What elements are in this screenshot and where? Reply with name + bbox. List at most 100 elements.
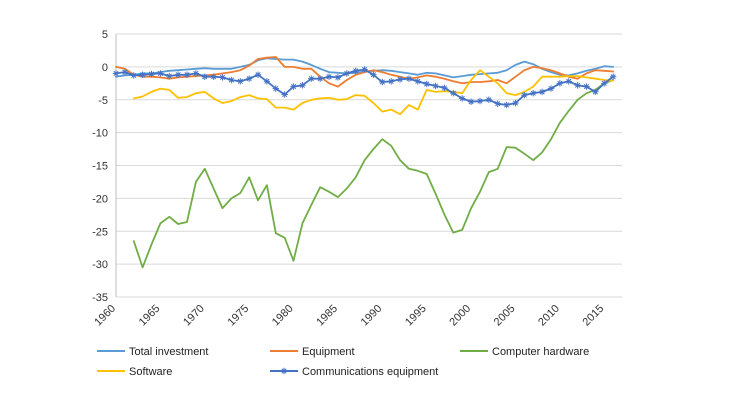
legend-item-equipment: Equipment: [270, 346, 355, 358]
data-point-communications-equipment: [530, 89, 537, 97]
x-tick-label: 2000: [447, 303, 473, 329]
data-point-communications-equipment: [130, 72, 137, 79]
x-tick-label: 2010: [536, 303, 562, 329]
data-point-communications-equipment: [308, 75, 315, 82]
marker-stroke: [211, 74, 217, 80]
marker-stroke: [548, 85, 554, 92]
marker-stroke: [583, 84, 590, 90]
data-point-communications-equipment: [370, 71, 377, 78]
x-tick-label: 1990: [359, 303, 385, 329]
data-point-communications-equipment: [219, 74, 226, 81]
marker-stroke: [441, 85, 448, 91]
marker-stroke: [228, 77, 234, 83]
legend: Total investment Equipment Computer hardwa…: [97, 346, 589, 378]
marker-stroke: [148, 71, 155, 77]
data-point-communications-equipment: [547, 85, 555, 92]
marker-stroke: [575, 82, 581, 88]
data-point-communications-equipment: [521, 91, 528, 99]
marker-stroke: [477, 98, 483, 104]
data-point-communications-equipment: [139, 71, 146, 78]
marker-stroke: [193, 70, 199, 77]
marker-stroke: [353, 68, 359, 74]
marker-stroke: [282, 91, 288, 98]
x-tick-label: 1970: [181, 303, 207, 329]
marker-stroke: [379, 79, 385, 85]
series-line-software: [132, 69, 614, 116]
marker-stroke: [424, 81, 430, 87]
y-tick-label: -35: [92, 292, 108, 304]
data-point-communications-equipment: [325, 73, 333, 80]
marker-stroke: [140, 72, 146, 78]
marker-stroke: [592, 89, 598, 95]
data-point-communications-equipment: [414, 78, 422, 85]
legend-label: Total investment: [129, 346, 208, 358]
data-point-communications-equipment: [272, 85, 279, 92]
y-tick-label: -25: [92, 226, 108, 238]
data-point-communications-equipment: [583, 83, 590, 90]
marker-stroke: [175, 72, 181, 78]
data-point-communications-equipment: [396, 76, 404, 83]
y-tick-label: -30: [92, 259, 108, 271]
marker-stroke: [459, 95, 465, 102]
data-point-communications-equipment: [387, 78, 395, 85]
marker-stroke: [273, 85, 279, 92]
y-tick-label: -15: [92, 161, 108, 173]
marker-stroke: [335, 74, 341, 80]
marker-stroke: [521, 92, 527, 98]
marker-stroke: [113, 70, 119, 77]
legend-label: Communications equipment: [302, 366, 438, 378]
y-tick-label: -5: [98, 95, 108, 107]
marker-stroke: [219, 74, 226, 80]
data-point-communications-equipment: [343, 70, 351, 77]
marker-stroke: [610, 74, 616, 80]
data-point-communications-equipment: [592, 88, 599, 96]
data-point-communications-equipment: [192, 70, 200, 77]
data-point-communications-equipment: [157, 70, 164, 77]
marker-stroke: [255, 72, 261, 78]
data-point-communications-equipment: [299, 82, 306, 89]
y-tick-label: -20: [92, 193, 108, 205]
data-point-communications-equipment: [485, 96, 493, 103]
data-point-communications-equipment: [352, 67, 359, 75]
marker-stroke: [326, 74, 332, 80]
legend-label: Equipment: [302, 346, 355, 358]
y-tick-label: -10: [92, 128, 108, 140]
marker-stroke: [530, 90, 536, 96]
marker-stroke: [450, 90, 456, 96]
marker-stroke: [512, 100, 519, 106]
x-tick-label: 1960: [92, 303, 118, 329]
data-point-communications-equipment: [166, 72, 173, 80]
data-point-communications-equipment: [450, 89, 457, 97]
x-tick-label: 1995: [403, 303, 429, 329]
marker-stroke: [344, 70, 350, 77]
y-tick-label: 5: [102, 29, 108, 41]
data-point-communications-equipment: [512, 99, 519, 107]
marker-stroke: [504, 102, 510, 108]
series-line-computer-hardware: [132, 79, 614, 269]
marker-stroke: [131, 72, 137, 79]
data-point-communications-equipment: [210, 73, 217, 80]
data-point-communications-equipment: [556, 80, 564, 87]
x-tick-label: 1980: [270, 303, 296, 329]
legend-marker: [281, 368, 287, 374]
data-point-communications-equipment: [334, 74, 342, 81]
marker-stroke: [166, 73, 172, 79]
data-point-communications-equipment: [476, 97, 484, 105]
legend-item-software: Software: [97, 366, 172, 378]
series-lines: [112, 56, 617, 269]
marker-stroke: [468, 99, 474, 105]
marker-stroke: [122, 69, 128, 75]
marker-stroke: [406, 76, 412, 82]
marker-stroke: [397, 76, 403, 82]
marker-stroke: [486, 97, 492, 103]
data-point-communications-equipment: [379, 78, 386, 86]
x-tick-label: 1975: [225, 303, 251, 329]
marker-stroke: [432, 83, 439, 89]
legend-item-total-investment: Total investment: [97, 346, 208, 358]
legend-label: Computer hardware: [492, 346, 589, 358]
legend-item-communications-equipment: Communications equipment: [270, 366, 438, 378]
data-point-communications-equipment: [441, 84, 448, 92]
data-point-communications-equipment: [361, 66, 368, 73]
marker-stroke: [539, 89, 545, 95]
